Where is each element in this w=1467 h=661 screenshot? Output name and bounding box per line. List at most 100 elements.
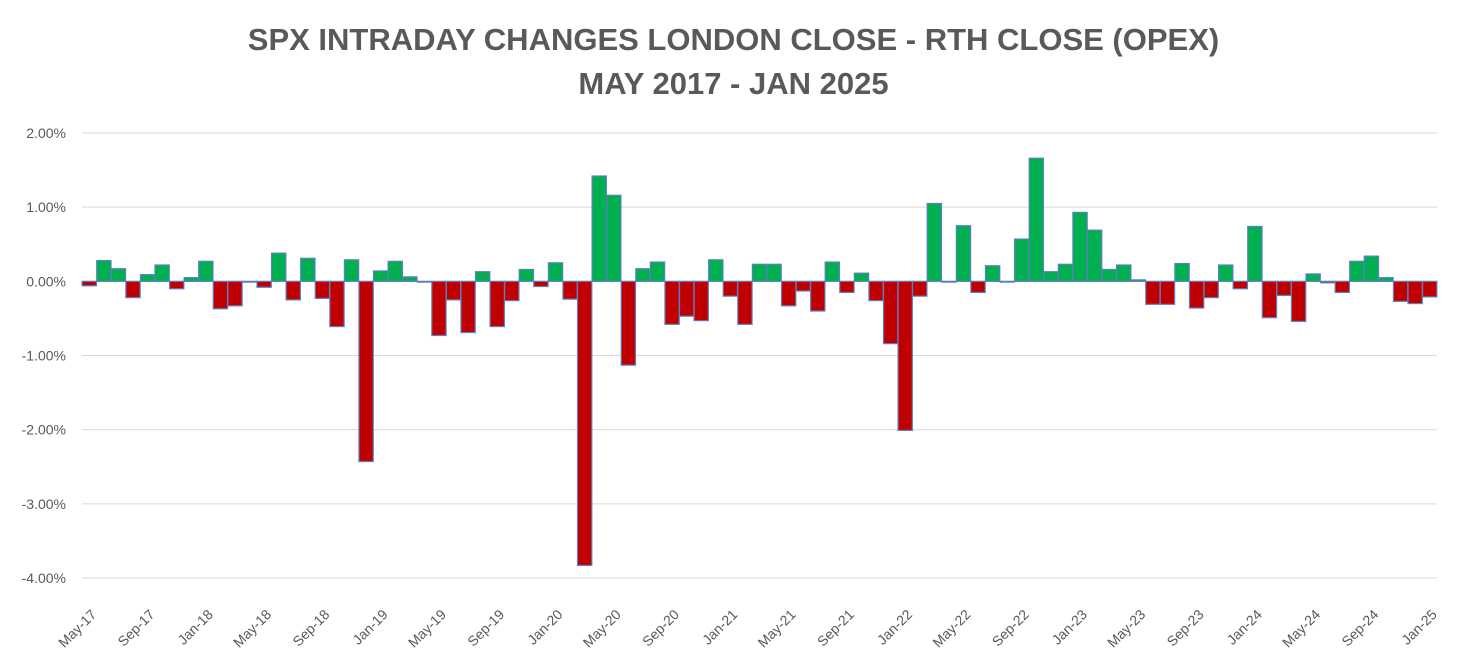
bar (1392, 280, 1409, 302)
bar (241, 280, 258, 283)
bar (533, 280, 549, 288)
bar (1247, 225, 1263, 282)
gridlines (82, 132, 1437, 579)
x-axis: May-17 Sep-17 Jan-18 May-18 Sep-18 Jan-19 May-… (55, 606, 1440, 650)
x-tick-label: Sep-21 (814, 606, 857, 649)
bar (1203, 280, 1219, 299)
bar (868, 280, 884, 302)
bar (722, 280, 739, 297)
bar (256, 280, 272, 288)
bar (606, 194, 622, 282)
x-tick-label: Jan-21 (699, 606, 741, 648)
bar (926, 202, 943, 282)
x-tick-label: Jan-25 (1398, 606, 1440, 648)
y-tick-label: 2.00% (26, 125, 66, 141)
bar (664, 280, 680, 325)
bar (839, 280, 855, 294)
bar (402, 276, 418, 282)
bar (1407, 280, 1423, 305)
bar (300, 257, 316, 282)
x-tick-label: Jan-22 (874, 606, 916, 648)
bar (518, 268, 535, 282)
bar (431, 280, 447, 337)
chart-title-line-2: MAY 2017 - JAN 2025 (578, 66, 889, 101)
x-tick-label: May-21 (754, 606, 798, 650)
bar (1334, 280, 1351, 294)
bar (1174, 262, 1190, 282)
y-tick-label: -4.00% (22, 570, 66, 586)
chart-title: SPX INTRADAY CHANGES LONDON CLOSE - RTH … (0, 18, 1467, 106)
x-tick-label: May-20 (580, 606, 624, 650)
bar (198, 260, 214, 282)
bar (1028, 157, 1045, 282)
bar (780, 280, 797, 307)
bar (285, 280, 301, 301)
y-tick-label: 0.00% (26, 273, 66, 289)
bar (1188, 280, 1205, 309)
bar (970, 280, 986, 294)
bar (183, 277, 200, 282)
x-tick-label: May-19 (405, 606, 449, 650)
bar-series (81, 157, 1438, 566)
bar (897, 280, 913, 432)
bar (96, 259, 112, 282)
bar (737, 280, 753, 325)
x-tick-label: Jan-19 (349, 606, 391, 648)
bar (1057, 263, 1074, 282)
x-tick-label: May-18 (230, 606, 274, 650)
bar (853, 272, 870, 282)
bar (1217, 264, 1234, 282)
bar (824, 261, 841, 282)
bar (1378, 277, 1394, 282)
bar (1116, 264, 1132, 282)
y-axis: 2.00% 1.00% 0.00% -1.00% -2.00% -3.00% -4.00% (22, 125, 66, 586)
x-tick-label: Sep-22 (989, 606, 1032, 649)
bar (139, 274, 156, 282)
bar (154, 264, 170, 282)
bar (1043, 271, 1059, 282)
bar (649, 261, 666, 282)
bar (504, 280, 520, 302)
bar (343, 259, 360, 282)
bar (795, 280, 811, 292)
bar (227, 280, 243, 307)
bar (1261, 280, 1278, 319)
bar (329, 280, 345, 328)
bar (212, 280, 229, 310)
bar (1421, 280, 1438, 298)
bar (1101, 268, 1117, 282)
chart-title-line-1: SPX INTRADAY CHANGES LONDON CLOSE - RTH … (247, 22, 1220, 57)
y-tick-label: -1.00% (22, 348, 66, 364)
bar (766, 263, 782, 282)
bar (955, 225, 972, 282)
bar (941, 280, 957, 283)
x-tick-label: Sep-23 (1163, 606, 1206, 649)
bar (693, 280, 709, 322)
bar (576, 280, 593, 566)
y-tick-label: 1.00% (26, 199, 66, 215)
bar (1014, 238, 1030, 282)
bar (1072, 211, 1088, 282)
bar (110, 268, 127, 282)
bar (387, 260, 403, 282)
x-tick-label: Jan-18 (174, 606, 216, 648)
bar (1319, 280, 1336, 284)
x-tick-label: Jan-24 (1223, 606, 1265, 648)
x-tick-label: Sep-17 (114, 606, 157, 649)
bar (999, 280, 1015, 283)
bar (635, 268, 651, 282)
bar (620, 280, 637, 366)
x-tick-label: Sep-24 (1338, 606, 1381, 649)
x-tick-label: May-22 (929, 606, 973, 650)
bar (1086, 229, 1103, 282)
bar (489, 280, 505, 328)
bar (1276, 280, 1292, 297)
bar (474, 271, 491, 282)
bar (1363, 255, 1380, 282)
x-tick-label: Sep-20 (639, 606, 682, 649)
bar (1232, 280, 1249, 290)
bar (591, 175, 607, 282)
bar (1145, 280, 1161, 305)
bar (81, 280, 98, 287)
